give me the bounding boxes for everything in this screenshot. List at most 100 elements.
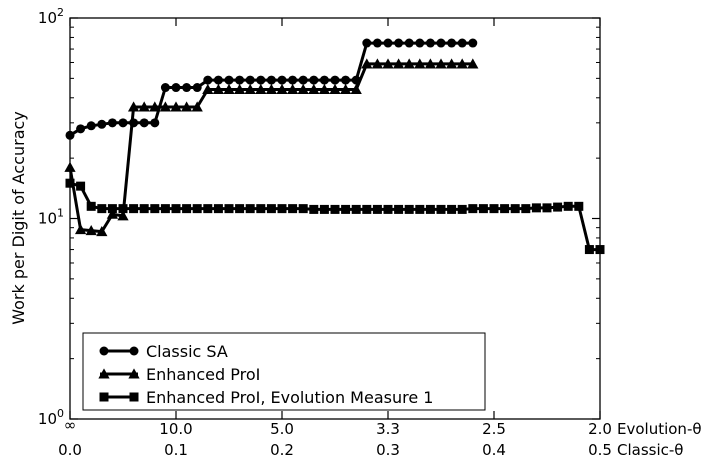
- data-point: [457, 204, 467, 214]
- legend-marker: [129, 346, 139, 356]
- data-point: [468, 38, 478, 48]
- data-point: [447, 204, 457, 214]
- data-point: [182, 204, 192, 214]
- data-point: [129, 204, 139, 214]
- data-point: [383, 38, 393, 48]
- data-point: [65, 178, 75, 188]
- data-point: [139, 118, 149, 128]
- data-point: [298, 75, 308, 85]
- data-point: [362, 38, 372, 48]
- data-point: [118, 118, 128, 128]
- data-point: [521, 204, 531, 214]
- data-point: [203, 204, 213, 214]
- data-point: [574, 201, 584, 211]
- data-point: [288, 75, 298, 85]
- data-point: [445, 58, 458, 69]
- data-point: [266, 204, 276, 214]
- data-point: [150, 204, 160, 214]
- data-point: [213, 75, 223, 85]
- data-point: [288, 204, 298, 214]
- data-point: [330, 204, 340, 214]
- data-point: [277, 204, 287, 214]
- data-point: [245, 204, 255, 214]
- x-tick-label-evolution: 3.3: [376, 420, 400, 438]
- data-point: [74, 224, 87, 235]
- data-point: [202, 83, 214, 94]
- data-point: [86, 201, 96, 211]
- data-point: [447, 38, 457, 48]
- x-row-label: Evolution-θ: [617, 420, 702, 438]
- data-point: [235, 204, 245, 214]
- data-point: [244, 83, 256, 94]
- data-point: [160, 83, 170, 93]
- data-point: [435, 58, 447, 69]
- data-point: [64, 161, 76, 172]
- data-point: [97, 119, 107, 129]
- y-axis-label: Work per Digit of Accuracy: [9, 111, 28, 325]
- data-point: [361, 58, 373, 69]
- data-point: [394, 204, 404, 214]
- data-point: [489, 204, 499, 214]
- data-point: [97, 204, 107, 214]
- data-point: [118, 204, 128, 214]
- data-point: [404, 204, 414, 214]
- data-point: [76, 124, 86, 134]
- data-point: [457, 38, 467, 48]
- data-point: [351, 204, 361, 214]
- data-point: [224, 204, 234, 214]
- data-point: [382, 58, 394, 69]
- data-point: [308, 83, 320, 94]
- data-point: [159, 101, 172, 112]
- x-tick-label-classic: 0.0: [58, 441, 82, 459]
- legend-marker: [129, 392, 139, 402]
- y-tick-base: 10: [38, 9, 57, 27]
- data-point: [309, 75, 319, 85]
- data-point: [256, 75, 266, 85]
- data-point: [107, 204, 117, 214]
- data-point: [224, 75, 234, 85]
- data-point: [341, 75, 351, 85]
- data-point: [192, 83, 202, 93]
- data-point: [542, 203, 552, 213]
- data-point: [212, 83, 225, 94]
- data-point: [329, 83, 341, 94]
- data-point: [265, 83, 278, 94]
- data-point: [595, 245, 605, 255]
- data-point: [170, 101, 182, 112]
- data-point: [309, 204, 319, 214]
- data-point: [341, 204, 351, 214]
- legend: Classic SA Enhanced ProI Enhanced ProI, Ev…: [82, 332, 486, 411]
- x-row-label: Classic-θ: [617, 441, 683, 459]
- x-tick-label-evolution: 10.0: [159, 420, 192, 438]
- data-point: [563, 201, 573, 211]
- data-point: [553, 202, 563, 212]
- data-point: [276, 83, 288, 94]
- data-point: [350, 83, 362, 94]
- data-point: [415, 204, 425, 214]
- legend-marker: [99, 346, 109, 356]
- x-tick-label-classic: 0.1: [164, 441, 188, 459]
- data-point: [245, 75, 255, 85]
- data-point: [339, 83, 352, 94]
- legend-label: Enhanced ProI, Evolution Measure 1: [146, 388, 433, 407]
- data-point: [85, 225, 97, 236]
- y-tick-exponent: 2: [57, 6, 64, 19]
- data-point: [468, 204, 478, 214]
- data-point: [171, 83, 181, 93]
- data-point: [150, 118, 160, 128]
- data-point: [255, 83, 267, 94]
- data-point: [277, 75, 287, 85]
- data-point: [318, 83, 331, 94]
- data-point: [191, 101, 203, 112]
- x-axis: ∞ 10.0 5.0 3.3 2.5 2.0 0.0 0.1 0.2 0.3 0.4 0.5 Evolu…: [58, 18, 702, 459]
- data-point: [436, 204, 446, 214]
- data-point: [107, 118, 117, 128]
- data-point: [192, 204, 202, 214]
- data-point: [86, 121, 96, 131]
- data-point: [149, 101, 161, 112]
- data-point: [256, 204, 266, 214]
- data-point: [319, 204, 329, 214]
- data-point: [392, 58, 405, 69]
- legend-box: [82, 332, 486, 411]
